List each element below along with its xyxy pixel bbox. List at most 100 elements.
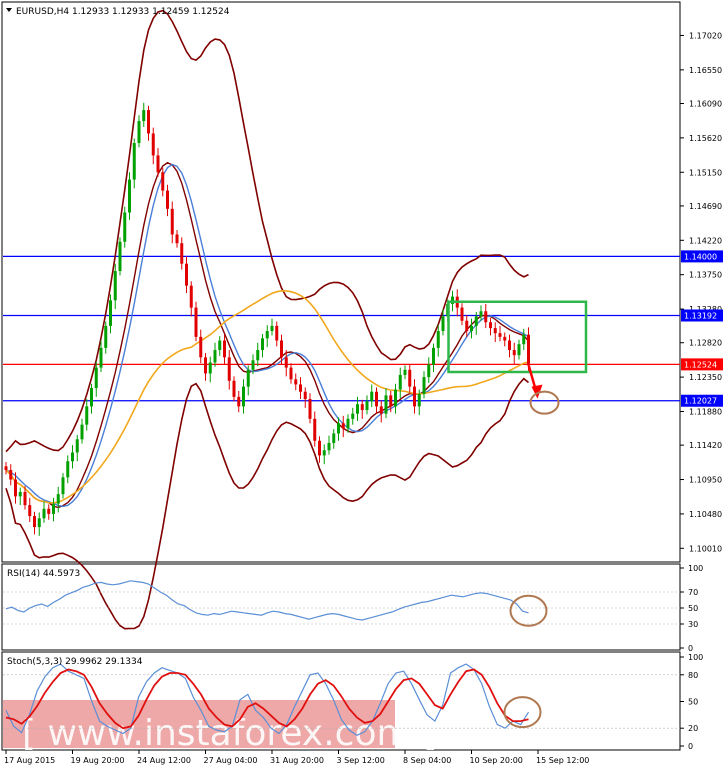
candle-body — [28, 505, 32, 517]
candle-body — [137, 121, 141, 143]
candle-body — [384, 395, 388, 414]
stoch-signal-line — [5, 668, 529, 730]
candle-body — [394, 389, 397, 407]
price-tick-label: 1.15150 — [689, 168, 722, 177]
time-tick-label: 10 Sep 20:00 — [470, 756, 523, 765]
candle-body — [356, 404, 359, 414]
candle-body — [422, 377, 426, 394]
time-tick-label: 24 Aug 12:00 — [137, 756, 191, 765]
time-tick-label: 8 Sep 04:00 — [403, 756, 451, 765]
main-panel — [1, 1, 681, 563]
price-tick-label: 1.11880 — [689, 407, 722, 416]
candle-body — [232, 380, 236, 397]
level-price-badge — [681, 309, 723, 322]
stoch-tick-label: 80 — [688, 671, 698, 680]
candle-body — [512, 350, 516, 356]
stoch-tick-label: 50 — [688, 698, 698, 707]
rsi-circle — [509, 594, 548, 627]
candle-body — [413, 386, 416, 407]
candle-body — [294, 379, 298, 385]
rsi-series-layer — [3, 580, 680, 627]
candle-body — [308, 399, 312, 419]
candle-body — [18, 491, 22, 497]
rsi-title: RSI(14) 44.5973 — [7, 569, 80, 579]
candle-body — [246, 369, 250, 387]
candle-body — [227, 357, 231, 381]
candle-body — [427, 364, 431, 378]
price-tick-label: 1.16090 — [689, 99, 722, 108]
main-chart-title: EURUSD,H4 1.12933 1.12933 1.12459 1.1252… — [16, 7, 230, 17]
level-price-badge — [681, 250, 723, 263]
time-tick-label: 3 Sep 12:00 — [337, 756, 385, 765]
candle-body — [23, 491, 27, 506]
rsi-tick-label: 30 — [688, 620, 698, 629]
candle-body — [147, 110, 150, 134]
candle-body — [284, 357, 288, 368]
candle-body — [508, 340, 511, 351]
candle-body — [351, 413, 355, 419]
candle-body — [460, 307, 464, 321]
candle-body — [199, 336, 203, 358]
level-price-label: 1.13192 — [684, 312, 717, 321]
candle-body — [479, 311, 483, 317]
candle-body — [465, 320, 469, 332]
stoch-circle — [503, 696, 542, 729]
level-price-label: 1.14000 — [684, 252, 717, 261]
candle-body — [327, 442, 331, 451]
candle-body — [9, 470, 13, 480]
candle-body — [256, 350, 260, 361]
candle-body — [484, 311, 488, 323]
candle-body — [341, 423, 345, 429]
candle-body — [313, 418, 317, 441]
candle-body — [436, 331, 440, 348]
candle-body — [275, 325, 279, 341]
stoch-series-layer — [3, 663, 680, 736]
rsi-line — [5, 580, 529, 621]
level-price-label: 1.12524 — [684, 360, 717, 369]
candle-body — [94, 367, 98, 389]
candle-body — [289, 367, 293, 380]
candle-body — [123, 212, 127, 242]
candle-body — [527, 334, 530, 365]
candle-body — [80, 424, 84, 440]
candle-body — [498, 333, 502, 337]
candle-body — [251, 360, 255, 370]
price-tick-label: 1.10950 — [689, 476, 722, 485]
candle-body — [261, 338, 264, 351]
candle-body — [161, 172, 165, 191]
candle-body — [337, 423, 340, 434]
candle-body — [332, 433, 336, 443]
collapse-arrow-icon[interactable] — [6, 8, 12, 12]
candle-body — [493, 328, 497, 334]
candle-body — [75, 439, 79, 453]
candle-body — [204, 357, 207, 374]
candle-body — [175, 234, 179, 244]
highlight-rectangle — [447, 300, 588, 374]
bollinger-lower-line — [5, 377, 530, 630]
time-tick-label: 27 Aug 04:00 — [204, 756, 258, 765]
time-tick-label: 17 Aug 2015 — [4, 756, 55, 765]
stoch-tick-label: 20 — [688, 724, 698, 733]
axes-layer: 1.17020 1.16550 1.16090 1.15620 1.15150 1.146… — [4, 31, 723, 765]
candle-body — [517, 344, 521, 356]
candle-body — [170, 208, 174, 235]
candle-body — [370, 391, 374, 402]
candle-body — [299, 384, 302, 392]
candle-body — [118, 241, 122, 272]
candle-body — [99, 347, 103, 368]
level-price-badge — [681, 394, 723, 407]
price-tick-label: 1.11420 — [689, 441, 722, 450]
candle-body — [408, 369, 412, 387]
candle-body — [474, 316, 478, 326]
candle-body — [42, 508, 46, 519]
bollinger-upper-line — [5, 9, 529, 453]
candle-body — [109, 300, 112, 326]
price-tick-label: 1.15620 — [689, 134, 722, 143]
candle-body — [441, 316, 445, 332]
rsi-panel — [1, 563, 681, 651]
main-series-layer — [3, 9, 680, 630]
candle-body — [52, 503, 55, 514]
time-tick-label: 31 Aug 20:00 — [270, 756, 324, 765]
candle-body — [194, 307, 198, 337]
